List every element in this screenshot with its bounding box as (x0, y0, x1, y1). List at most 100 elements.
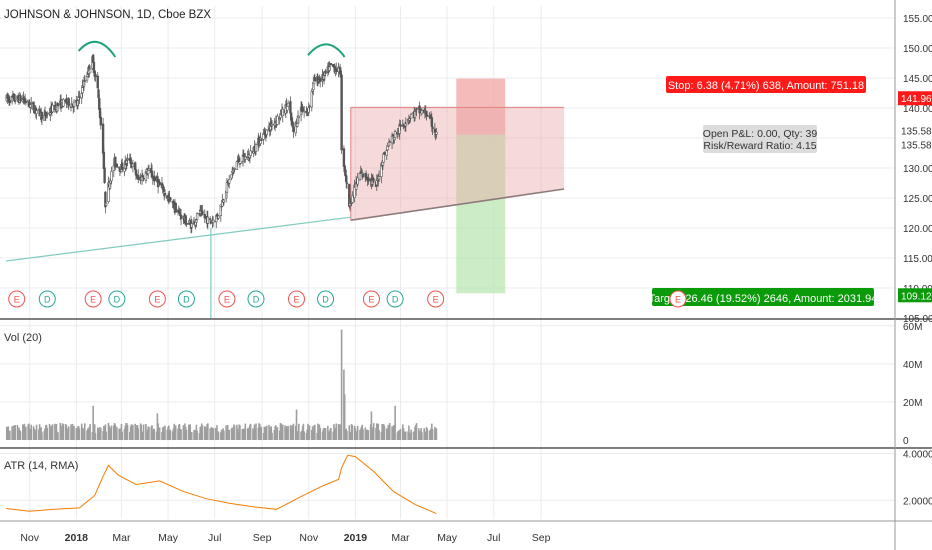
candle[interactable] (88, 66, 92, 74)
candle[interactable] (270, 119, 274, 131)
volume-bar[interactable] (327, 425, 329, 440)
target-zone[interactable] (456, 134, 506, 294)
volume-bar[interactable] (233, 425, 236, 440)
volume-bar[interactable] (217, 431, 220, 440)
volume-bar[interactable] (137, 428, 140, 440)
candle[interactable] (190, 219, 193, 233)
earnings-marker[interactable]: E (148, 290, 166, 308)
candle[interactable] (72, 99, 76, 113)
volume-bar[interactable] (308, 425, 311, 440)
candle[interactable] (115, 163, 119, 168)
volume-bar[interactable] (271, 432, 273, 440)
volume-bar[interactable] (89, 424, 91, 440)
stop-price-badge[interactable]: 141.96 (898, 91, 932, 106)
candle[interactable] (201, 204, 204, 216)
dividend-marker[interactable]: D (177, 290, 195, 308)
volume-bar[interactable] (415, 423, 418, 440)
candle[interactable] (249, 145, 252, 159)
volume-bar[interactable] (260, 426, 263, 440)
volume-bar[interactable] (41, 432, 43, 440)
candle[interactable] (308, 104, 311, 112)
candle[interactable] (83, 74, 86, 86)
earnings-marker[interactable]: E (669, 290, 687, 308)
volume-bar[interactable] (134, 423, 137, 440)
volume-bar[interactable] (174, 425, 177, 440)
head-pattern-arc-1[interactable] (77, 41, 117, 58)
dividend-marker[interactable]: D (108, 290, 126, 308)
candle[interactable] (415, 107, 418, 116)
volume-bar[interactable] (164, 425, 166, 440)
candle[interactable] (110, 166, 113, 185)
atr-panel[interactable] (5, 454, 437, 515)
candle[interactable] (211, 216, 215, 227)
earnings-marker[interactable]: E (427, 290, 445, 308)
dividend-marker[interactable]: D (386, 290, 404, 308)
volume-bar[interactable] (314, 424, 316, 440)
volume-bar[interactable] (370, 411, 373, 440)
volume-bar[interactable] (265, 425, 268, 440)
candle[interactable] (377, 170, 381, 183)
candle[interactable] (81, 79, 84, 98)
candle[interactable] (372, 176, 375, 184)
candle[interactable] (142, 175, 145, 182)
volume-bar[interactable] (78, 428, 81, 440)
volume-bar[interactable] (201, 425, 204, 440)
candle[interactable] (104, 191, 107, 214)
volume-bar[interactable] (14, 425, 16, 440)
volume-bar[interactable] (356, 425, 359, 440)
candle[interactable] (329, 62, 333, 66)
volume-bar[interactable] (292, 423, 295, 440)
stop-label[interactable]: Stop: 6.38 (4.71%) 638, Amount: 751.18 (666, 76, 866, 93)
stop-zone[interactable] (456, 78, 506, 135)
volume-bar[interactable] (93, 424, 96, 440)
candle[interactable] (356, 172, 359, 187)
candle[interactable] (319, 76, 322, 88)
candle[interactable] (409, 112, 413, 119)
volume-bar[interactable] (343, 394, 346, 440)
candle[interactable] (121, 158, 124, 173)
candle[interactable] (335, 62, 338, 75)
candle[interactable] (260, 137, 263, 142)
volume-bar[interactable] (67, 426, 70, 440)
candle[interactable] (222, 198, 226, 206)
candle[interactable] (206, 211, 210, 230)
volume-bar[interactable] (324, 428, 327, 440)
last-price-badge[interactable]: 135.58 (898, 123, 932, 138)
volume-bar[interactable] (110, 425, 113, 440)
volume-bar[interactable] (399, 428, 402, 440)
candle[interactable] (131, 159, 135, 173)
volume-bar[interactable] (410, 429, 412, 440)
volume-bar[interactable] (319, 427, 322, 440)
candle[interactable] (313, 73, 317, 82)
candle[interactable] (13, 94, 17, 105)
dividend-marker[interactable]: D (38, 290, 56, 308)
candle[interactable] (361, 173, 365, 179)
volume-bar[interactable] (281, 424, 284, 440)
volume-bar[interactable] (330, 427, 332, 440)
candle[interactable] (51, 102, 54, 114)
volume-panel[interactable] (5, 329, 438, 440)
volume-bar[interactable] (426, 428, 429, 440)
volume-bar[interactable] (346, 431, 348, 440)
candle[interactable] (431, 122, 434, 135)
volume-bar[interactable] (196, 430, 198, 440)
volume-bar[interactable] (30, 424, 33, 440)
volume-bar[interactable] (185, 429, 188, 440)
candle[interactable] (126, 153, 129, 167)
candle[interactable] (137, 169, 140, 184)
volume-bar[interactable] (132, 424, 134, 440)
candle[interactable] (233, 167, 236, 173)
candle[interactable] (19, 93, 22, 104)
volume-bar[interactable] (25, 426, 27, 440)
candle[interactable] (388, 140, 391, 143)
candle[interactable] (217, 215, 220, 220)
volume-bar[interactable] (383, 425, 386, 440)
volume-bar[interactable] (142, 424, 145, 440)
candle[interactable] (163, 189, 167, 198)
candle[interactable] (94, 70, 97, 82)
volume-bar[interactable] (73, 425, 75, 440)
candle[interactable] (147, 164, 151, 172)
volume-bar[interactable] (216, 425, 218, 440)
candle[interactable] (399, 120, 402, 131)
